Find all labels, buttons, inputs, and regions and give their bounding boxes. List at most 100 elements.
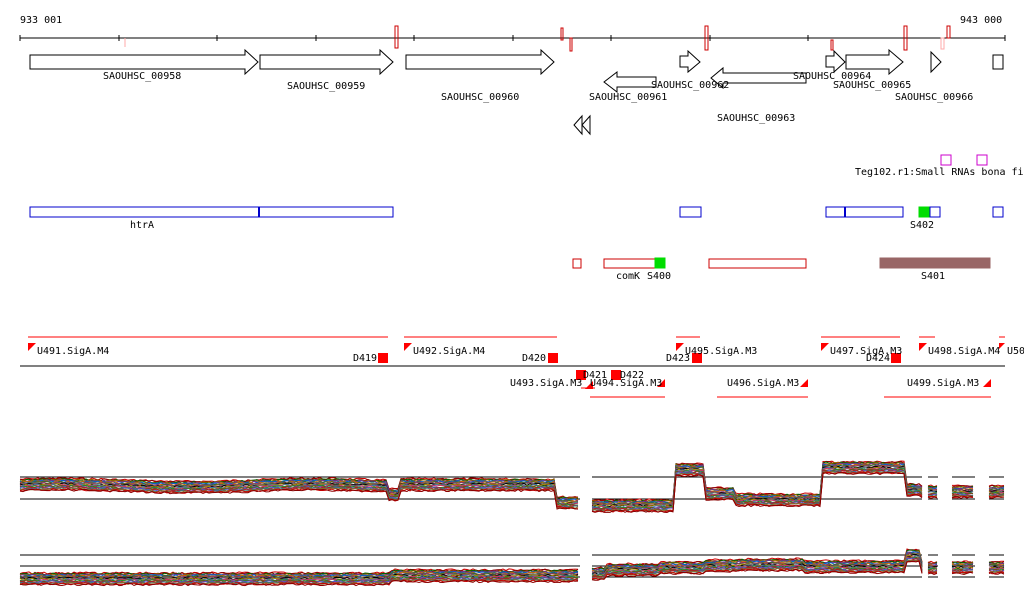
expression-trace (951, 495, 974, 499)
annotation-box[interactable] (29, 206, 394, 218)
highlight-green-box[interactable] (654, 257, 666, 269)
expression-trace (19, 568, 579, 575)
highlight-green-box[interactable] (918, 206, 931, 218)
promoter-label: U497.SigA.M3 (830, 346, 902, 357)
expression-trace (988, 488, 1005, 491)
operon-label: S400 (647, 271, 671, 282)
terminator-marker[interactable] (378, 353, 388, 363)
terminator-marker[interactable] (891, 353, 901, 363)
expression-trace (591, 560, 923, 581)
expression-trace (988, 496, 1005, 499)
expression-trace (927, 496, 938, 500)
annotation-label: S402 (910, 220, 934, 231)
expression-trace (591, 471, 923, 514)
gene-arrow[interactable] (405, 48, 555, 76)
expression-trace (927, 560, 938, 564)
gene-arrow-pair[interactable] (573, 114, 591, 136)
expression-trace (988, 568, 1005, 571)
annotation-box[interactable] (992, 206, 1004, 218)
expression-trace (927, 572, 938, 576)
expression-trace (951, 565, 974, 570)
gene-label: SAOUHSC_00962 (651, 80, 729, 91)
gene-label: SAOUHSC_00965 (833, 80, 911, 91)
expression-trace (19, 574, 579, 582)
expression-trace (927, 563, 938, 565)
gene-label: SAOUHSC_00961 (589, 92, 667, 103)
expression-trace (591, 549, 923, 570)
expression-track-1 (19, 460, 1005, 514)
gene-arrow[interactable] (992, 54, 1004, 70)
expression-trace (988, 564, 1005, 568)
gene-arrow[interactable] (679, 49, 701, 74)
gene-label: SAOUHSC_00958 (103, 71, 181, 82)
expression-trace (591, 465, 923, 508)
expression-trace (591, 552, 923, 574)
axis-markers (124, 25, 951, 52)
expression-trace (591, 460, 923, 502)
gene-arrow[interactable] (845, 48, 904, 76)
operon-label: comK (616, 271, 640, 282)
terminator-marker[interactable] (611, 370, 621, 380)
annotation-box[interactable] (825, 206, 904, 218)
gene-arrow[interactable] (259, 48, 394, 76)
expression-trace (927, 487, 938, 489)
coordinate-axis: 933 001 943 000 (19, 15, 1006, 52)
promoter-label: U494.SigA.M3 (590, 378, 662, 389)
operon-box[interactable] (572, 258, 582, 269)
gene-arrow[interactable] (29, 48, 259, 76)
terminator-label: D420 (522, 353, 546, 364)
expression-trace (927, 491, 938, 494)
annotation-label: htrA (130, 220, 154, 231)
promoter-label: U493.SigA.M3 (510, 378, 582, 389)
expression-trace (951, 563, 974, 567)
expression-trace (951, 571, 974, 576)
gene-track (29, 48, 1004, 136)
terminator-label: D422 (620, 370, 644, 381)
terminator-marker[interactable] (576, 370, 586, 380)
gene-arrow[interactable] (603, 70, 657, 94)
promoter-label: U499.SigA.M3 (907, 378, 979, 389)
terminator-label: D423 (666, 353, 690, 364)
gene-label: SAOUHSC_00960 (441, 92, 519, 103)
expression-trace (988, 486, 1005, 490)
expression-trace (591, 551, 923, 572)
expression-trace (988, 571, 1005, 575)
gene-label: SAOUHSC_00959 (287, 81, 365, 92)
operon-box[interactable] (708, 258, 807, 269)
expression-trace (951, 485, 974, 488)
operon-track (572, 257, 991, 269)
annotation-box[interactable] (929, 206, 941, 218)
gene-label: SAOUHSC_00966 (895, 92, 973, 103)
axis-end-label: 943 000 (960, 15, 1002, 26)
terminator-label: D421 (583, 370, 607, 381)
annotation-box[interactable] (679, 206, 702, 218)
annotation-track (29, 206, 1004, 218)
small-rna-marker[interactable] (940, 154, 952, 166)
expression-trace (927, 485, 938, 488)
s401-box[interactable] (879, 257, 991, 269)
promoter-label: U492.SigA.M4 (413, 346, 485, 357)
small-rna-marker[interactable] (976, 154, 988, 166)
axis-start-label: 933 001 (20, 15, 62, 26)
terminator-marker[interactable] (548, 353, 558, 363)
promoter-label: U491.SigA.M4 (37, 346, 109, 357)
gene-labels: SAOUHSC_00958 SAOUHSC_00959 SAOUHSC_0096… (103, 71, 973, 124)
expression-trace (19, 483, 579, 505)
expression-track-2 (19, 548, 1005, 587)
promoter-track: U491.SigA.M4 U492.SigA.M4 U495.SigA.M3 U… (20, 336, 1024, 398)
gene-arrow[interactable] (930, 50, 942, 74)
terminator-marker[interactable] (692, 353, 702, 363)
promoter-label: U498.SigA.M4 (928, 346, 1000, 357)
operon-label: S401 (921, 271, 945, 282)
expression-trace (927, 571, 938, 574)
gene-label: SAOUHSC_00964 (793, 71, 871, 82)
gene-arrow[interactable] (710, 66, 807, 90)
small-rna-label: Teg102.r1:Small RNAs bona fi (855, 167, 1024, 178)
expression-trace (591, 471, 923, 513)
expression-trace (591, 558, 923, 579)
gene-arrow[interactable] (825, 49, 846, 74)
expression-trace (988, 567, 1005, 571)
expression-trace (19, 579, 579, 587)
promoter-label: U495.SigA.M3 (685, 346, 757, 357)
